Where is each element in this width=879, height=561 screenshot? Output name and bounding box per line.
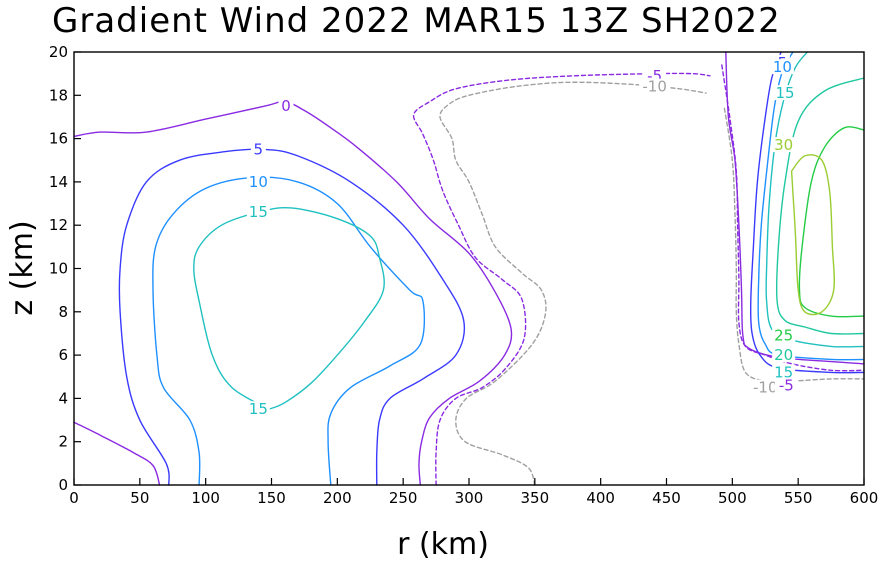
contour-label: 15 bbox=[249, 400, 268, 418]
contour-line-0 bbox=[73, 100, 513, 486]
y-tick-label: 14 bbox=[49, 173, 68, 191]
contour-label-background bbox=[749, 379, 781, 395]
contour-label-background bbox=[246, 204, 270, 220]
y-tick-label: 8 bbox=[58, 303, 68, 321]
contour-line-0 bbox=[73, 421, 161, 486]
x-tick-label: 400 bbox=[586, 489, 615, 507]
x-tick-label: 150 bbox=[257, 489, 286, 507]
x-tick-label: 450 bbox=[652, 489, 681, 507]
contour-line-20 bbox=[775, 77, 865, 335]
x-tick-label: 50 bbox=[130, 489, 149, 507]
x-tick-label: 500 bbox=[718, 489, 747, 507]
y-tick-label: 12 bbox=[49, 216, 68, 234]
contour-line-25 bbox=[798, 126, 865, 318]
contour-label: 20 bbox=[774, 346, 793, 364]
x-axis-label: r (km) bbox=[397, 527, 489, 561]
contour-label-background bbox=[772, 327, 796, 343]
contour-label: 5 bbox=[254, 140, 264, 158]
contour-label-background bbox=[770, 59, 794, 75]
y-tick-label: 16 bbox=[49, 130, 68, 148]
contour-label-background bbox=[772, 364, 796, 380]
x-tick-label: 600 bbox=[850, 489, 879, 507]
contour-label: 15 bbox=[774, 363, 793, 381]
contour-label-background bbox=[774, 377, 798, 393]
y-tick-label: 20 bbox=[49, 43, 68, 61]
contour-label: 15 bbox=[249, 203, 268, 221]
contour-line-neg5 bbox=[412, 72, 711, 486]
x-tick-label: 250 bbox=[389, 489, 418, 507]
contour-label: -5 bbox=[779, 376, 794, 394]
x-tick-label: 100 bbox=[191, 489, 220, 507]
contour-label: -10 bbox=[753, 379, 778, 397]
y-tick-label: 6 bbox=[58, 346, 68, 364]
contour-line-10 bbox=[152, 176, 426, 486]
contour-label-background bbox=[278, 98, 294, 114]
contour-label-background bbox=[639, 78, 671, 94]
contour-line-neg10 bbox=[439, 81, 707, 486]
contour-line-5 bbox=[749, 51, 865, 374]
chart-title: Gradient Wind 2022 MAR15 13Z SH2022 bbox=[52, 1, 781, 41]
contour-label: 15 bbox=[775, 84, 794, 102]
x-tick-label: 300 bbox=[455, 489, 484, 507]
y-tick-label: 4 bbox=[58, 389, 68, 407]
contour-line-0 bbox=[725, 51, 865, 365]
y-tick-label: 2 bbox=[58, 433, 68, 451]
contour-label: 10 bbox=[249, 173, 268, 191]
x-tick-label: 0 bbox=[69, 489, 79, 507]
x-tick-label: 550 bbox=[784, 489, 813, 507]
x-tick-label: 350 bbox=[521, 489, 550, 507]
contour-label-background bbox=[772, 137, 796, 153]
y-axis-label: z (km) bbox=[5, 220, 40, 315]
contour-label: 25 bbox=[774, 327, 793, 345]
contour-label: -10 bbox=[642, 78, 667, 96]
contour-label-background bbox=[246, 401, 270, 417]
y-tick-label: 0 bbox=[58, 476, 68, 494]
y-tick-label: 10 bbox=[49, 260, 68, 278]
contour-label-background bbox=[250, 141, 266, 157]
contour-line-5 bbox=[118, 148, 466, 486]
y-axis: 0 2 4 6 8 10 12 14 16 18 20 bbox=[49, 43, 81, 494]
x-tick-label: 200 bbox=[323, 489, 352, 507]
plot-frame bbox=[73, 51, 865, 486]
contour-line-neg5 bbox=[721, 64, 865, 372]
contour-label-background bbox=[246, 173, 270, 189]
contour-label-background bbox=[772, 347, 796, 363]
contour-lines bbox=[73, 51, 865, 486]
contour-line-neg10 bbox=[723, 107, 865, 383]
x-axis: 0 50 100 150 200 250 300 350 400 450 500 550 600 bbox=[69, 478, 878, 507]
contour-line-15 bbox=[193, 206, 385, 410]
contour-label-background bbox=[773, 85, 797, 101]
contour-line-30 bbox=[790, 154, 836, 316]
contour-label: 10 bbox=[773, 58, 792, 76]
contour-label: 30 bbox=[774, 136, 793, 154]
contour-label: 0 bbox=[281, 97, 291, 115]
y-tick-label: 18 bbox=[49, 86, 68, 104]
